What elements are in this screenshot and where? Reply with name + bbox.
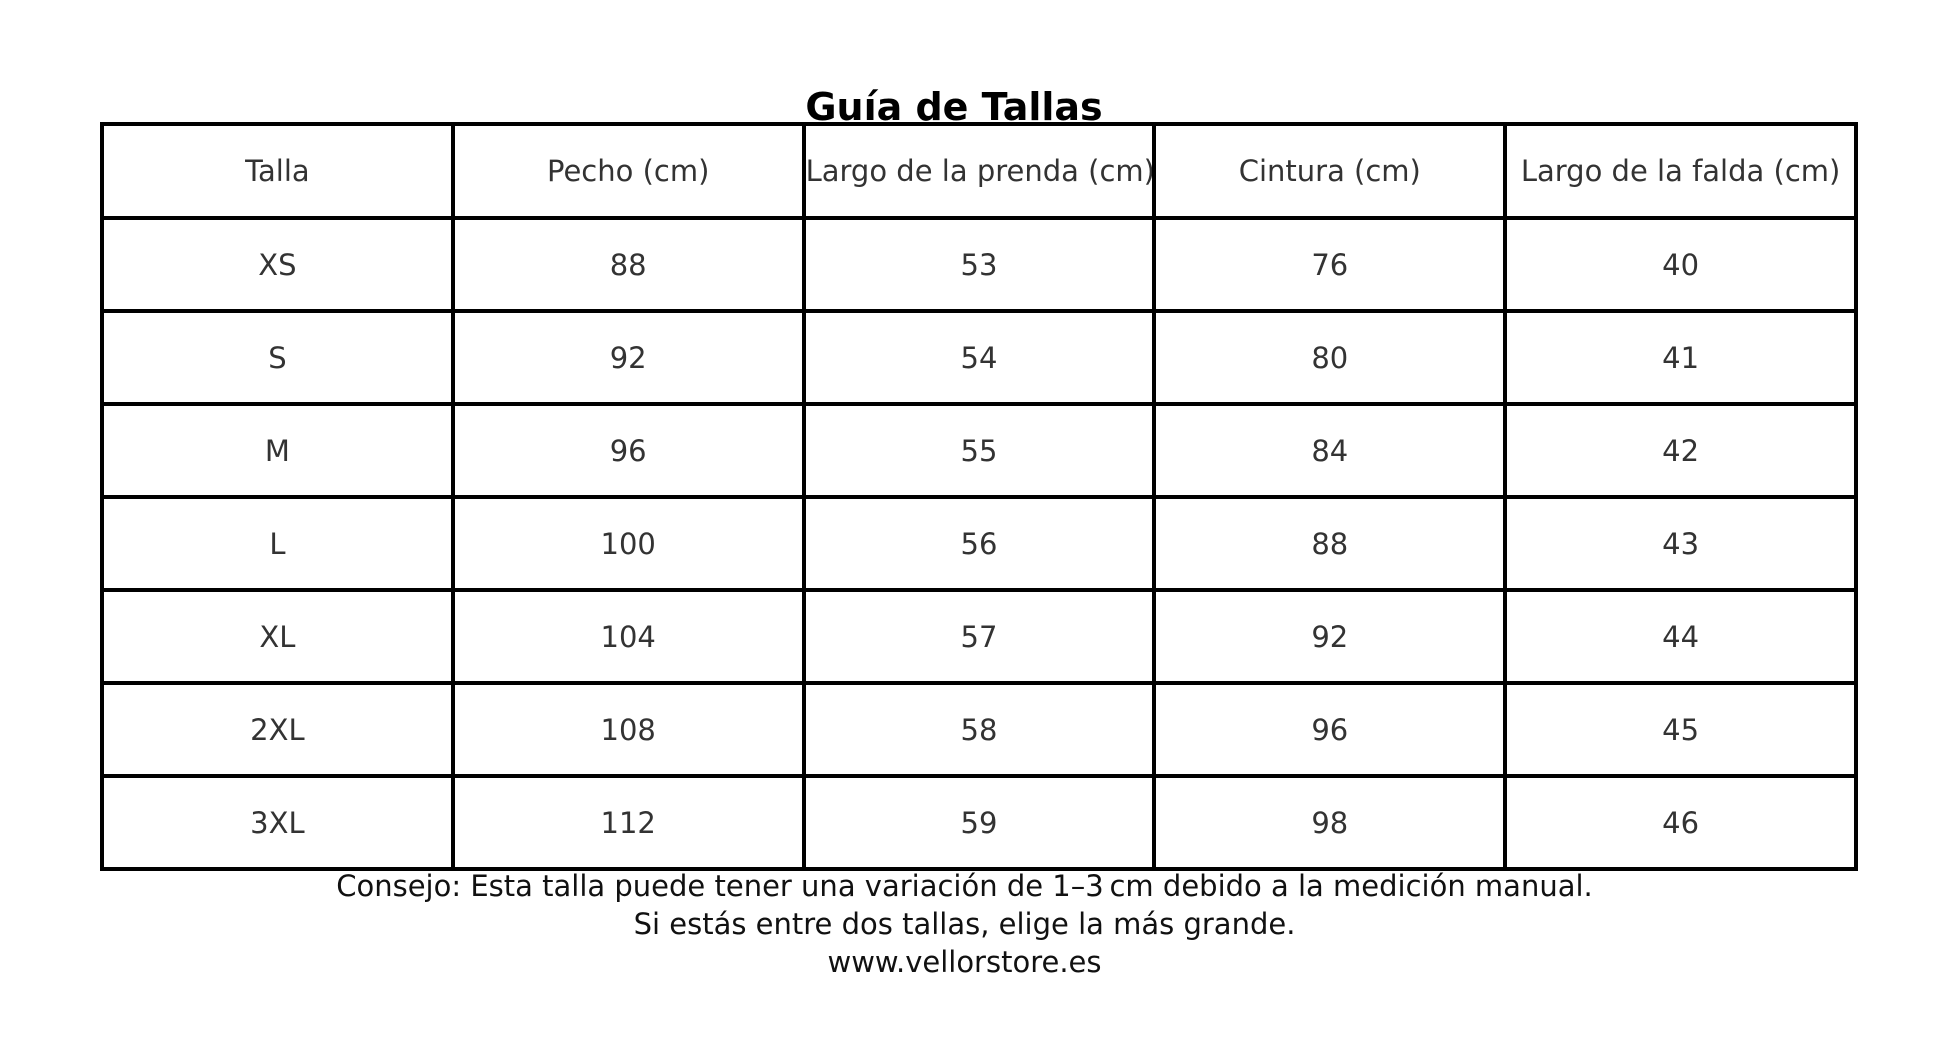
table-cell: 104 [450, 588, 806, 685]
header-cell-largo-falda: Largo de la falda (cm) [1503, 122, 1858, 220]
website-url: www.vellorstore.es [827, 945, 1102, 979]
table-cell: 56 [801, 495, 1157, 592]
header-row: Talla Pecho (cm) Largo de la prenda (cm)… [100, 122, 1858, 220]
table-cell: 88 [1152, 495, 1508, 592]
table-cell: 80 [1152, 309, 1508, 406]
table-row-xl: XL 104 57 92 44 [100, 588, 1858, 685]
header-cell-talla: Talla [100, 122, 455, 220]
size-label-cell: XS [100, 216, 455, 313]
header-cell-cintura: Cintura (cm) [1152, 122, 1508, 220]
table-cell: 88 [450, 216, 806, 313]
table-row-m: M 96 55 84 42 [100, 402, 1858, 499]
size-label-cell: 2XL [100, 681, 455, 778]
footer-note: Consejo: Esta talla puede tener una vari… [0, 867, 1929, 981]
table-cell: 92 [1152, 588, 1508, 685]
table-cell: 100 [450, 495, 806, 592]
header-cell-largo-prenda: Largo de la prenda (cm) [801, 122, 1157, 220]
table-cell: 58 [801, 681, 1157, 778]
size-label-cell: 3XL [100, 774, 455, 871]
table-cell: 44 [1503, 588, 1858, 685]
table-cell: 42 [1503, 402, 1858, 499]
table-row-xs: XS 88 53 76 40 [100, 216, 1858, 313]
table-cell: 76 [1152, 216, 1508, 313]
table-row-2xl: 2XL 108 58 96 45 [100, 681, 1858, 778]
table-cell: 53 [801, 216, 1157, 313]
size-label-cell: S [100, 309, 455, 406]
table-cell: 54 [801, 309, 1157, 406]
table-cell: 98 [1152, 774, 1508, 871]
table-cell: 96 [1152, 681, 1508, 778]
table-cell: 92 [450, 309, 806, 406]
table-cell: 46 [1503, 774, 1858, 871]
size-label-cell: XL [100, 588, 455, 685]
table-row-3xl: 3XL 112 59 98 46 [100, 774, 1858, 871]
table-cell: 112 [450, 774, 806, 871]
table-cell: 59 [801, 774, 1157, 871]
size-guide-table: Talla Pecho (cm) Largo de la prenda (cm)… [100, 122, 1858, 871]
table-cell: 40 [1503, 216, 1858, 313]
table-cell: 55 [801, 402, 1157, 499]
size-label-cell: L [100, 495, 455, 592]
table-cell: 45 [1503, 681, 1858, 778]
advice-line-2: Si estás entre dos tallas, elige la más … [633, 907, 1296, 941]
table-cell: 43 [1503, 495, 1858, 592]
table-cell: 57 [801, 588, 1157, 685]
table-cell: 41 [1503, 309, 1858, 406]
advice-line-1: Consejo: Esta talla puede tener una vari… [336, 869, 1593, 903]
table-cell: 108 [450, 681, 806, 778]
table-cell: 96 [450, 402, 806, 499]
table-cell: 84 [1152, 402, 1508, 499]
size-label-cell: M [100, 402, 455, 499]
table-row-l: L 100 56 88 43 [100, 495, 1858, 592]
header-cell-pecho: Pecho (cm) [450, 122, 806, 220]
page-title: Guía de Tallas [805, 85, 1103, 129]
table-row-s: S 92 54 80 41 [100, 309, 1858, 406]
